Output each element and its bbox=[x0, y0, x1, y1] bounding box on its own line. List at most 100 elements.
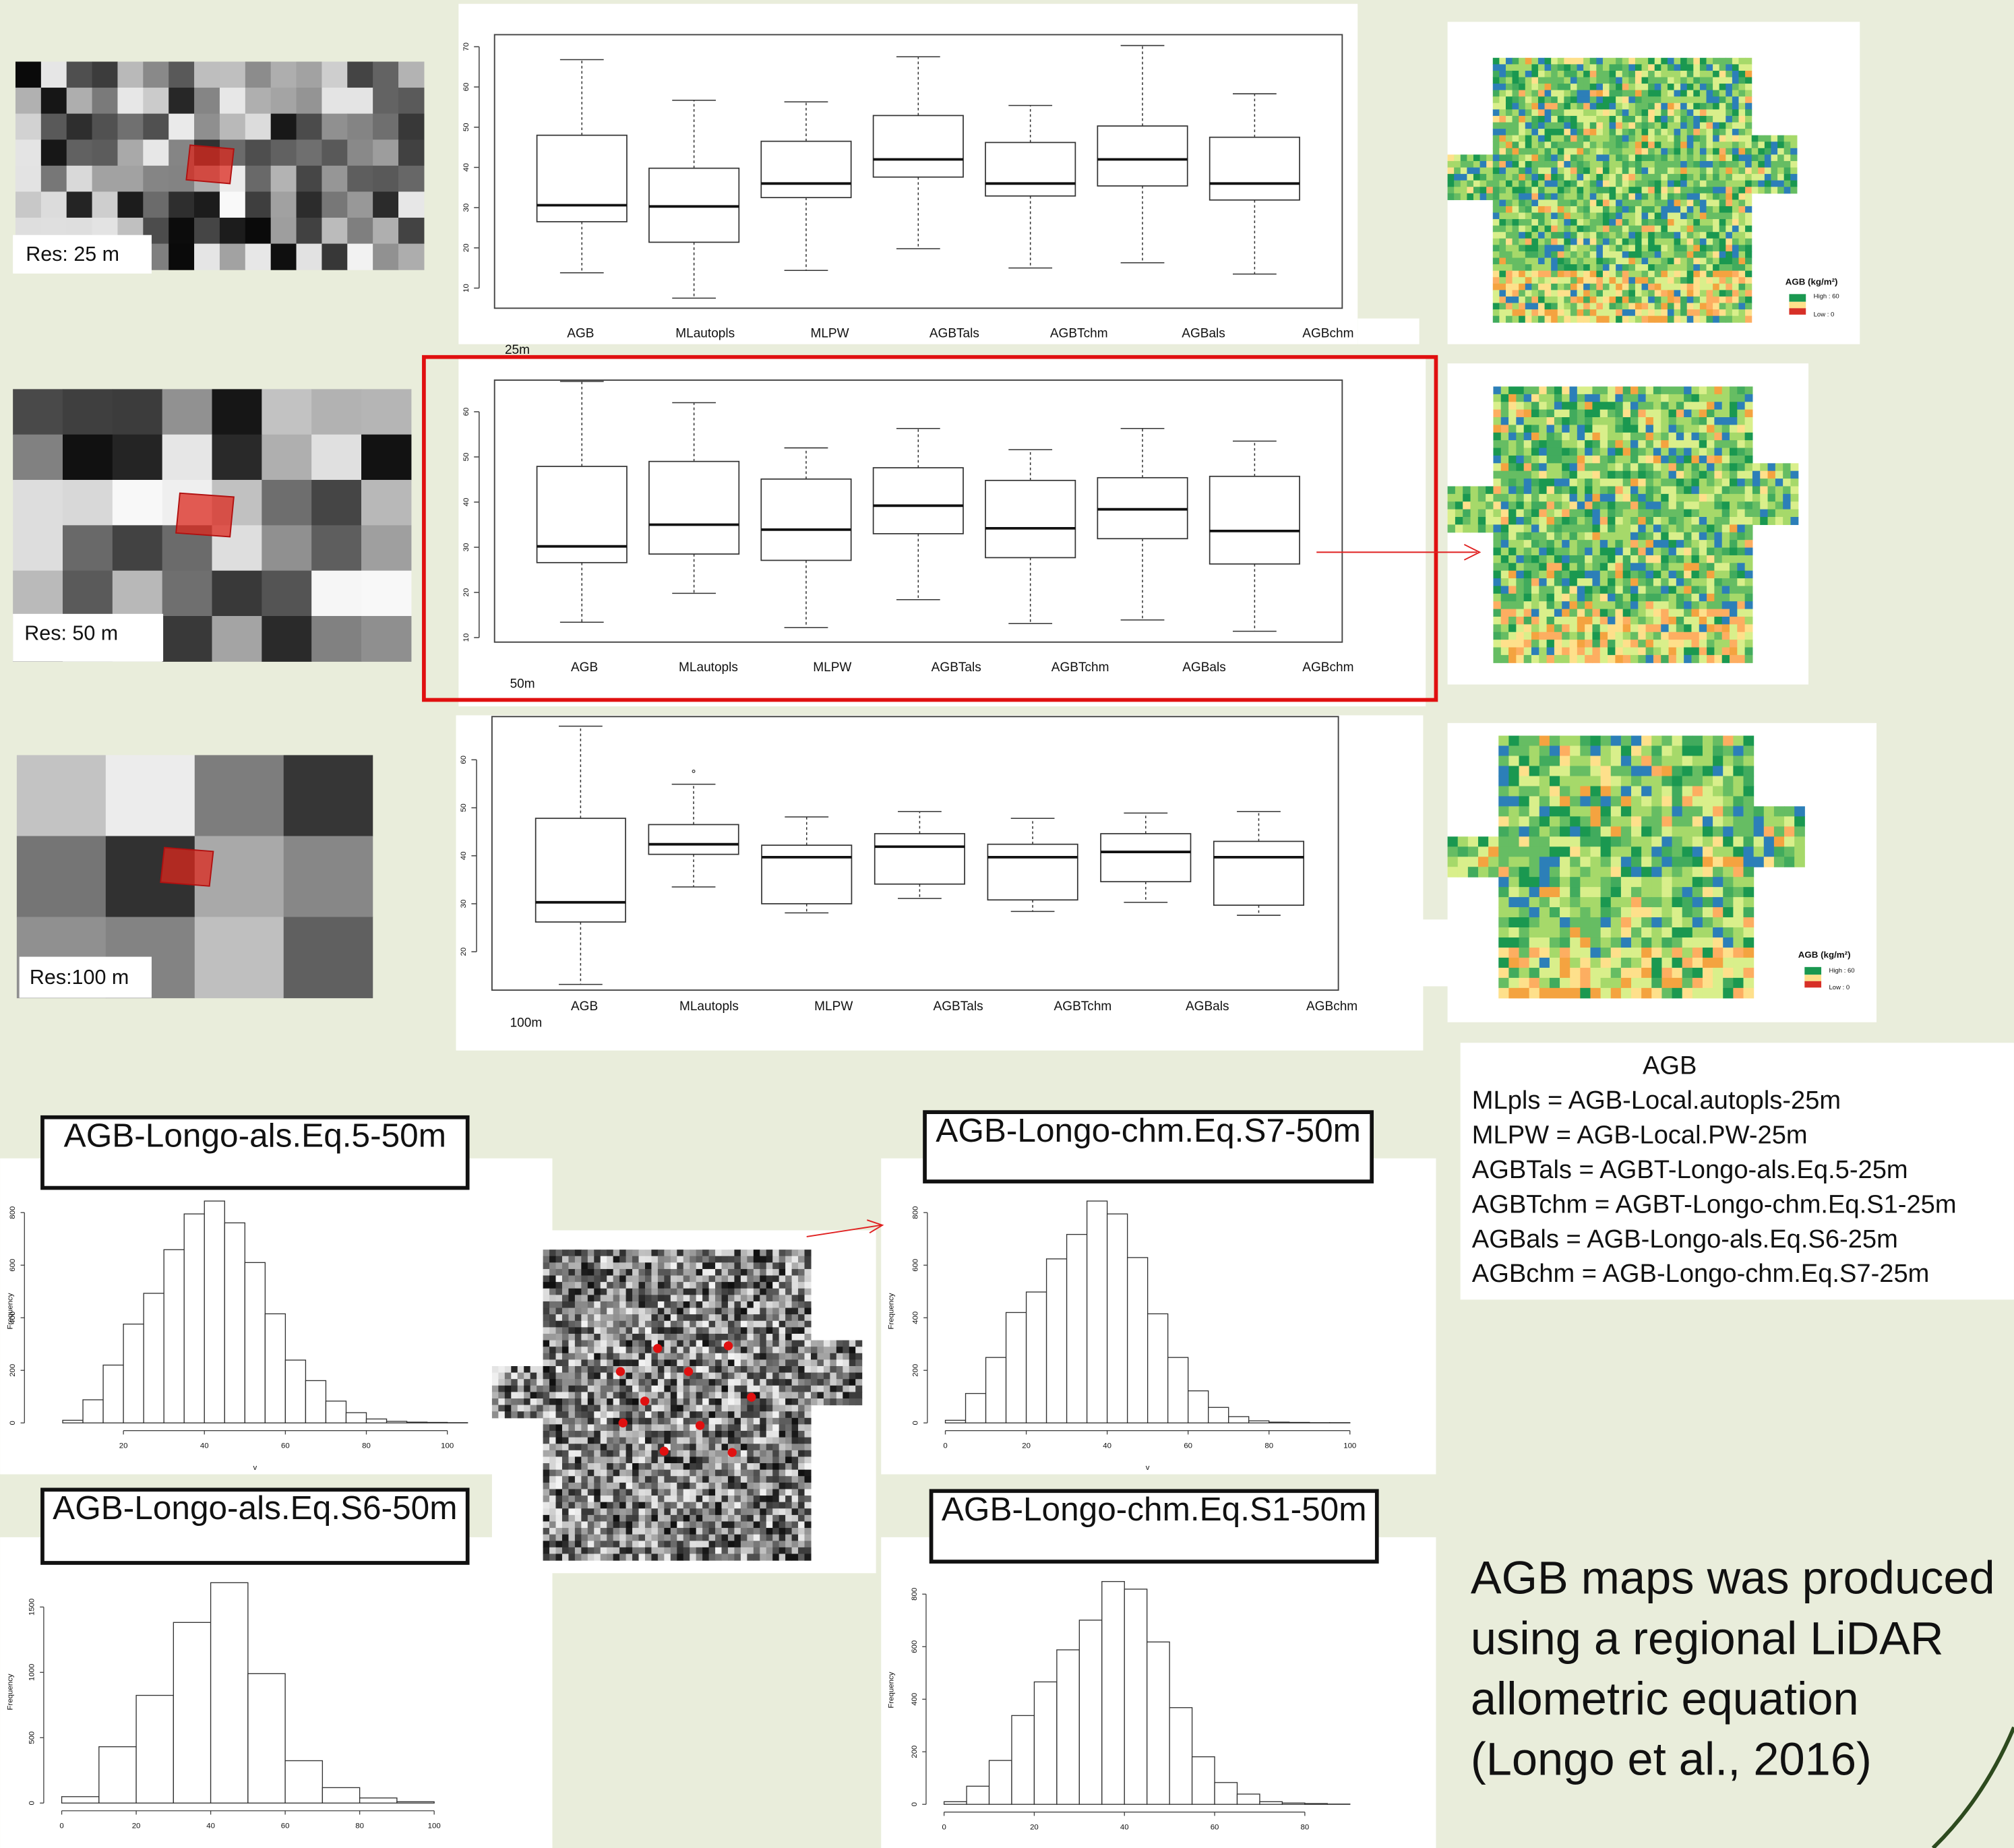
map-cell bbox=[543, 1301, 550, 1308]
map-cell bbox=[1531, 290, 1538, 297]
map-cell bbox=[1674, 148, 1681, 155]
map-cell bbox=[1550, 836, 1560, 847]
map-cell bbox=[1682, 968, 1693, 979]
map-cell bbox=[1707, 624, 1715, 632]
map-cell bbox=[741, 1353, 747, 1360]
map-cell bbox=[1777, 174, 1784, 181]
map-cell bbox=[1668, 84, 1674, 90]
map-cell bbox=[1516, 532, 1524, 541]
map-cell bbox=[817, 1386, 824, 1392]
map-cell bbox=[1737, 548, 1745, 556]
map-cell bbox=[1603, 187, 1610, 193]
map-cell bbox=[1508, 425, 1517, 433]
map-cell bbox=[1524, 617, 1532, 625]
map-cell bbox=[1703, 786, 1713, 797]
map-cell bbox=[1754, 826, 1765, 837]
map-cell bbox=[1600, 655, 1608, 663]
map-cell bbox=[1672, 746, 1683, 757]
map-cell bbox=[1743, 846, 1754, 857]
map-cell bbox=[824, 1373, 830, 1380]
map-cell bbox=[690, 1276, 696, 1283]
map-cell bbox=[1661, 463, 1669, 471]
map-cell bbox=[779, 1250, 786, 1256]
map-cell bbox=[1570, 161, 1577, 168]
map-cell bbox=[588, 1327, 594, 1334]
map-cell bbox=[1547, 463, 1555, 471]
map-cell bbox=[651, 1250, 658, 1256]
map-cell bbox=[1538, 64, 1545, 71]
map-cell bbox=[1682, 766, 1693, 776]
map-cell bbox=[1692, 766, 1703, 776]
map-cell bbox=[1508, 532, 1517, 541]
map-cell bbox=[1493, 532, 1501, 541]
map-cell bbox=[549, 1301, 556, 1308]
map-cell bbox=[1641, 907, 1652, 918]
map-cell bbox=[601, 1276, 607, 1283]
map-cell bbox=[1538, 154, 1545, 161]
map-cell bbox=[1713, 174, 1719, 181]
map-cell bbox=[1622, 142, 1629, 148]
map-cell bbox=[575, 1282, 582, 1289]
map-cell bbox=[601, 1262, 607, 1269]
map-cell bbox=[1611, 867, 1622, 877]
map-cell bbox=[1616, 213, 1622, 220]
map-cell bbox=[1651, 877, 1662, 888]
map-cell bbox=[568, 1359, 575, 1366]
map-cell bbox=[1506, 154, 1513, 161]
map-cell bbox=[1596, 135, 1603, 142]
map-cell bbox=[1596, 129, 1603, 135]
map-cell bbox=[1547, 655, 1555, 663]
map-cell bbox=[677, 1341, 683, 1347]
map-cell bbox=[1722, 555, 1730, 563]
map-cell bbox=[779, 1321, 786, 1328]
map-cell bbox=[1513, 181, 1519, 187]
map-cell bbox=[1668, 64, 1674, 71]
map-cell bbox=[1680, 290, 1687, 297]
map-cell bbox=[1554, 617, 1562, 625]
map-cell bbox=[1668, 277, 1674, 284]
map-cell bbox=[1745, 135, 1752, 142]
map-cell bbox=[1590, 796, 1601, 807]
map-cell bbox=[658, 1379, 665, 1386]
map-cell bbox=[747, 1301, 754, 1308]
map-cell bbox=[1493, 540, 1501, 548]
map-cell bbox=[1498, 927, 1509, 938]
map-cell bbox=[613, 1327, 620, 1334]
map-cell bbox=[690, 1269, 696, 1276]
map-cell bbox=[1524, 586, 1532, 594]
map-cell bbox=[1531, 563, 1539, 571]
map-cell bbox=[1596, 264, 1603, 271]
map-cell bbox=[1661, 258, 1668, 265]
map-cell bbox=[1608, 540, 1616, 548]
map-cell bbox=[1493, 410, 1501, 418]
map-cell bbox=[1691, 655, 1699, 663]
map-cell bbox=[1713, 766, 1723, 776]
map-cell bbox=[1580, 846, 1591, 857]
map-cell bbox=[1661, 417, 1669, 425]
map-cell bbox=[849, 1379, 856, 1386]
map-cell bbox=[1623, 456, 1631, 464]
map-cell bbox=[1615, 532, 1623, 541]
map-cell bbox=[1570, 309, 1577, 316]
map-cell bbox=[1616, 199, 1622, 206]
map-cell bbox=[1508, 948, 1519, 958]
map-cell bbox=[1596, 64, 1603, 71]
map-cell bbox=[1623, 517, 1631, 525]
map-cell bbox=[1539, 640, 1547, 648]
raster-cell bbox=[373, 244, 398, 270]
map-cell bbox=[1564, 96, 1570, 103]
map-cell bbox=[1699, 640, 1707, 648]
map-cell bbox=[575, 1341, 582, 1347]
map-cell bbox=[1467, 168, 1473, 175]
map-cell bbox=[1550, 937, 1560, 948]
map-cell bbox=[1560, 937, 1570, 948]
map-cell bbox=[1653, 532, 1661, 541]
map-cell bbox=[1525, 116, 1532, 123]
map-cell bbox=[747, 1256, 754, 1263]
map-cell bbox=[1672, 897, 1683, 908]
map-cell bbox=[722, 1250, 729, 1256]
map-cell bbox=[1646, 594, 1654, 602]
map-cell bbox=[1672, 766, 1683, 776]
map-cell bbox=[1519, 846, 1530, 857]
map-cell bbox=[1784, 826, 1795, 837]
